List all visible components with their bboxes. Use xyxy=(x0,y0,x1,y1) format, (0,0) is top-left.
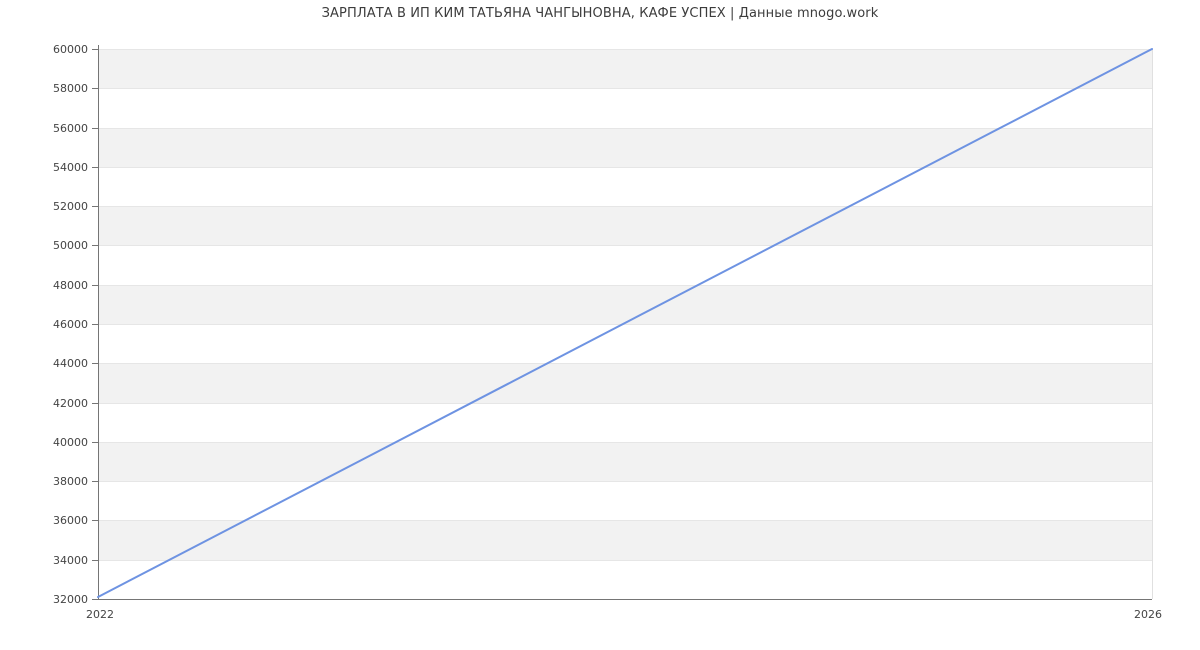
plot-band xyxy=(98,520,1152,560)
y-tick-label: 60000 xyxy=(53,43,88,56)
y-tick-mark xyxy=(92,88,98,89)
y-gridline xyxy=(98,285,1152,286)
y-tick-label: 40000 xyxy=(53,436,88,449)
series-line xyxy=(97,48,1153,598)
y-tick-label: 44000 xyxy=(53,357,88,370)
y-tick-mark xyxy=(92,167,98,168)
y-gridline xyxy=(98,245,1152,246)
y-tick-label: 50000 xyxy=(53,239,88,252)
y-tick-mark xyxy=(92,560,98,561)
y-gridline xyxy=(98,167,1152,168)
y-tick-mark xyxy=(92,481,98,482)
y-tick-mark xyxy=(92,442,98,443)
plot-band xyxy=(98,441,1152,482)
y-tick-label: 42000 xyxy=(53,397,88,410)
y-tick-mark xyxy=(92,520,98,521)
x-axis-line xyxy=(93,599,1152,600)
y-tick-mark xyxy=(92,49,98,50)
y-gridline xyxy=(98,49,1152,50)
plot-band xyxy=(98,127,1152,167)
plot-band xyxy=(98,206,1152,246)
y-tick-mark xyxy=(92,128,98,129)
plot-band xyxy=(98,363,1152,403)
y-gridline xyxy=(98,128,1152,129)
y-gridline xyxy=(98,442,1152,443)
y-tick-mark xyxy=(92,285,98,286)
y-tick-mark xyxy=(92,206,98,207)
y-tick-mark xyxy=(92,324,98,325)
y-axis-line xyxy=(98,45,99,599)
y-tick-label: 34000 xyxy=(53,554,88,567)
y-gridline xyxy=(98,206,1152,207)
y-tick-mark xyxy=(92,403,98,404)
y-tick-label: 52000 xyxy=(53,200,88,213)
y-gridline xyxy=(98,363,1152,364)
y-gridline xyxy=(98,560,1152,561)
y-tick-label: 36000 xyxy=(53,514,88,527)
y-gridline xyxy=(98,520,1152,521)
y-tick-mark xyxy=(92,363,98,364)
y-gridline xyxy=(98,481,1152,482)
y-gridline xyxy=(98,88,1152,89)
plot-band xyxy=(98,49,1152,89)
y-tick-label: 56000 xyxy=(53,122,88,135)
y-gridline xyxy=(98,324,1152,325)
y-tick-label: 32000 xyxy=(53,593,88,606)
y-tick-label: 54000 xyxy=(53,161,88,174)
chart-title: ЗАРПЛАТА В ИП КИМ ТАТЬЯНА ЧАНГЫНОВНА, КА… xyxy=(321,6,879,21)
y-tick-label: 48000 xyxy=(53,279,88,292)
y-tick-mark xyxy=(92,599,98,600)
y-gridline xyxy=(98,403,1152,404)
x-tick-label: 2026 xyxy=(1134,608,1162,621)
salary-series-line xyxy=(97,48,1153,598)
y-tick-mark xyxy=(92,245,98,246)
y-tick-label: 38000 xyxy=(53,475,88,488)
x-tick-label: 2022 xyxy=(86,608,114,621)
plot-band xyxy=(98,284,1152,324)
y-tick-label: 46000 xyxy=(53,318,88,331)
y-tick-label: 58000 xyxy=(53,82,88,95)
